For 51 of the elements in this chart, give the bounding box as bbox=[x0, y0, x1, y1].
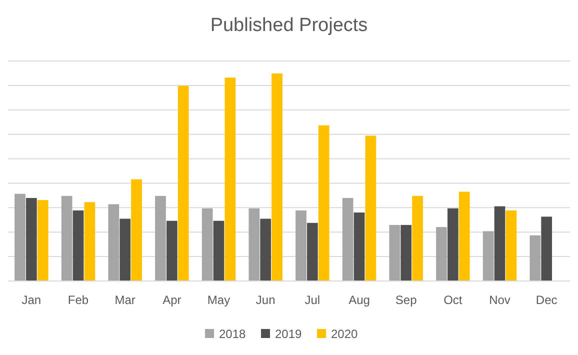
chart-title: Published Projects bbox=[210, 15, 368, 36]
bar bbox=[84, 202, 96, 281]
bar bbox=[26, 198, 37, 281]
legend-label: 2019 bbox=[275, 327, 302, 341]
x-tick-label: Jan bbox=[22, 293, 42, 307]
bar bbox=[166, 220, 178, 281]
bar bbox=[365, 136, 376, 281]
bar bbox=[155, 196, 166, 281]
bar bbox=[506, 210, 517, 281]
bar bbox=[306, 222, 318, 281]
bar bbox=[131, 179, 142, 281]
bar bbox=[482, 231, 494, 281]
x-tick-label: Sep bbox=[395, 293, 418, 307]
bar bbox=[354, 212, 365, 281]
bar bbox=[530, 235, 541, 281]
bar bbox=[436, 227, 447, 281]
x-tick-label: May bbox=[207, 293, 230, 307]
bar bbox=[342, 198, 354, 281]
x-tick-label: Feb bbox=[68, 293, 89, 307]
x-tick-label: Aug bbox=[348, 293, 370, 307]
bar bbox=[389, 224, 400, 281]
x-tick-label: Nov bbox=[489, 293, 510, 307]
x-tick-label: Dec bbox=[536, 293, 558, 307]
bar bbox=[72, 210, 84, 281]
bar bbox=[541, 216, 552, 281]
legend-label: 2020 bbox=[331, 327, 358, 341]
bar bbox=[37, 200, 48, 281]
bar bbox=[458, 192, 470, 281]
bar bbox=[412, 196, 423, 281]
bar bbox=[61, 196, 72, 281]
bar bbox=[400, 224, 412, 281]
x-tick-label: Apr bbox=[162, 293, 182, 307]
bar bbox=[318, 125, 330, 281]
bar bbox=[447, 208, 458, 281]
bar bbox=[272, 73, 282, 281]
bar bbox=[224, 78, 236, 281]
legend-label: 2018 bbox=[219, 327, 246, 341]
bar bbox=[296, 210, 306, 281]
x-tick-label: Mar bbox=[114, 293, 136, 307]
bar bbox=[14, 194, 26, 281]
x-tick-label: Jun bbox=[256, 293, 276, 307]
bar bbox=[213, 220, 224, 281]
bar bbox=[178, 86, 189, 281]
x-tick-label: Jul bbox=[304, 293, 320, 307]
bar bbox=[494, 206, 506, 281]
x-tick-label: Oct bbox=[444, 293, 463, 307]
bar bbox=[120, 218, 131, 281]
bar bbox=[260, 218, 272, 281]
bar bbox=[202, 208, 213, 281]
bar bbox=[108, 204, 120, 281]
bar bbox=[248, 208, 260, 281]
